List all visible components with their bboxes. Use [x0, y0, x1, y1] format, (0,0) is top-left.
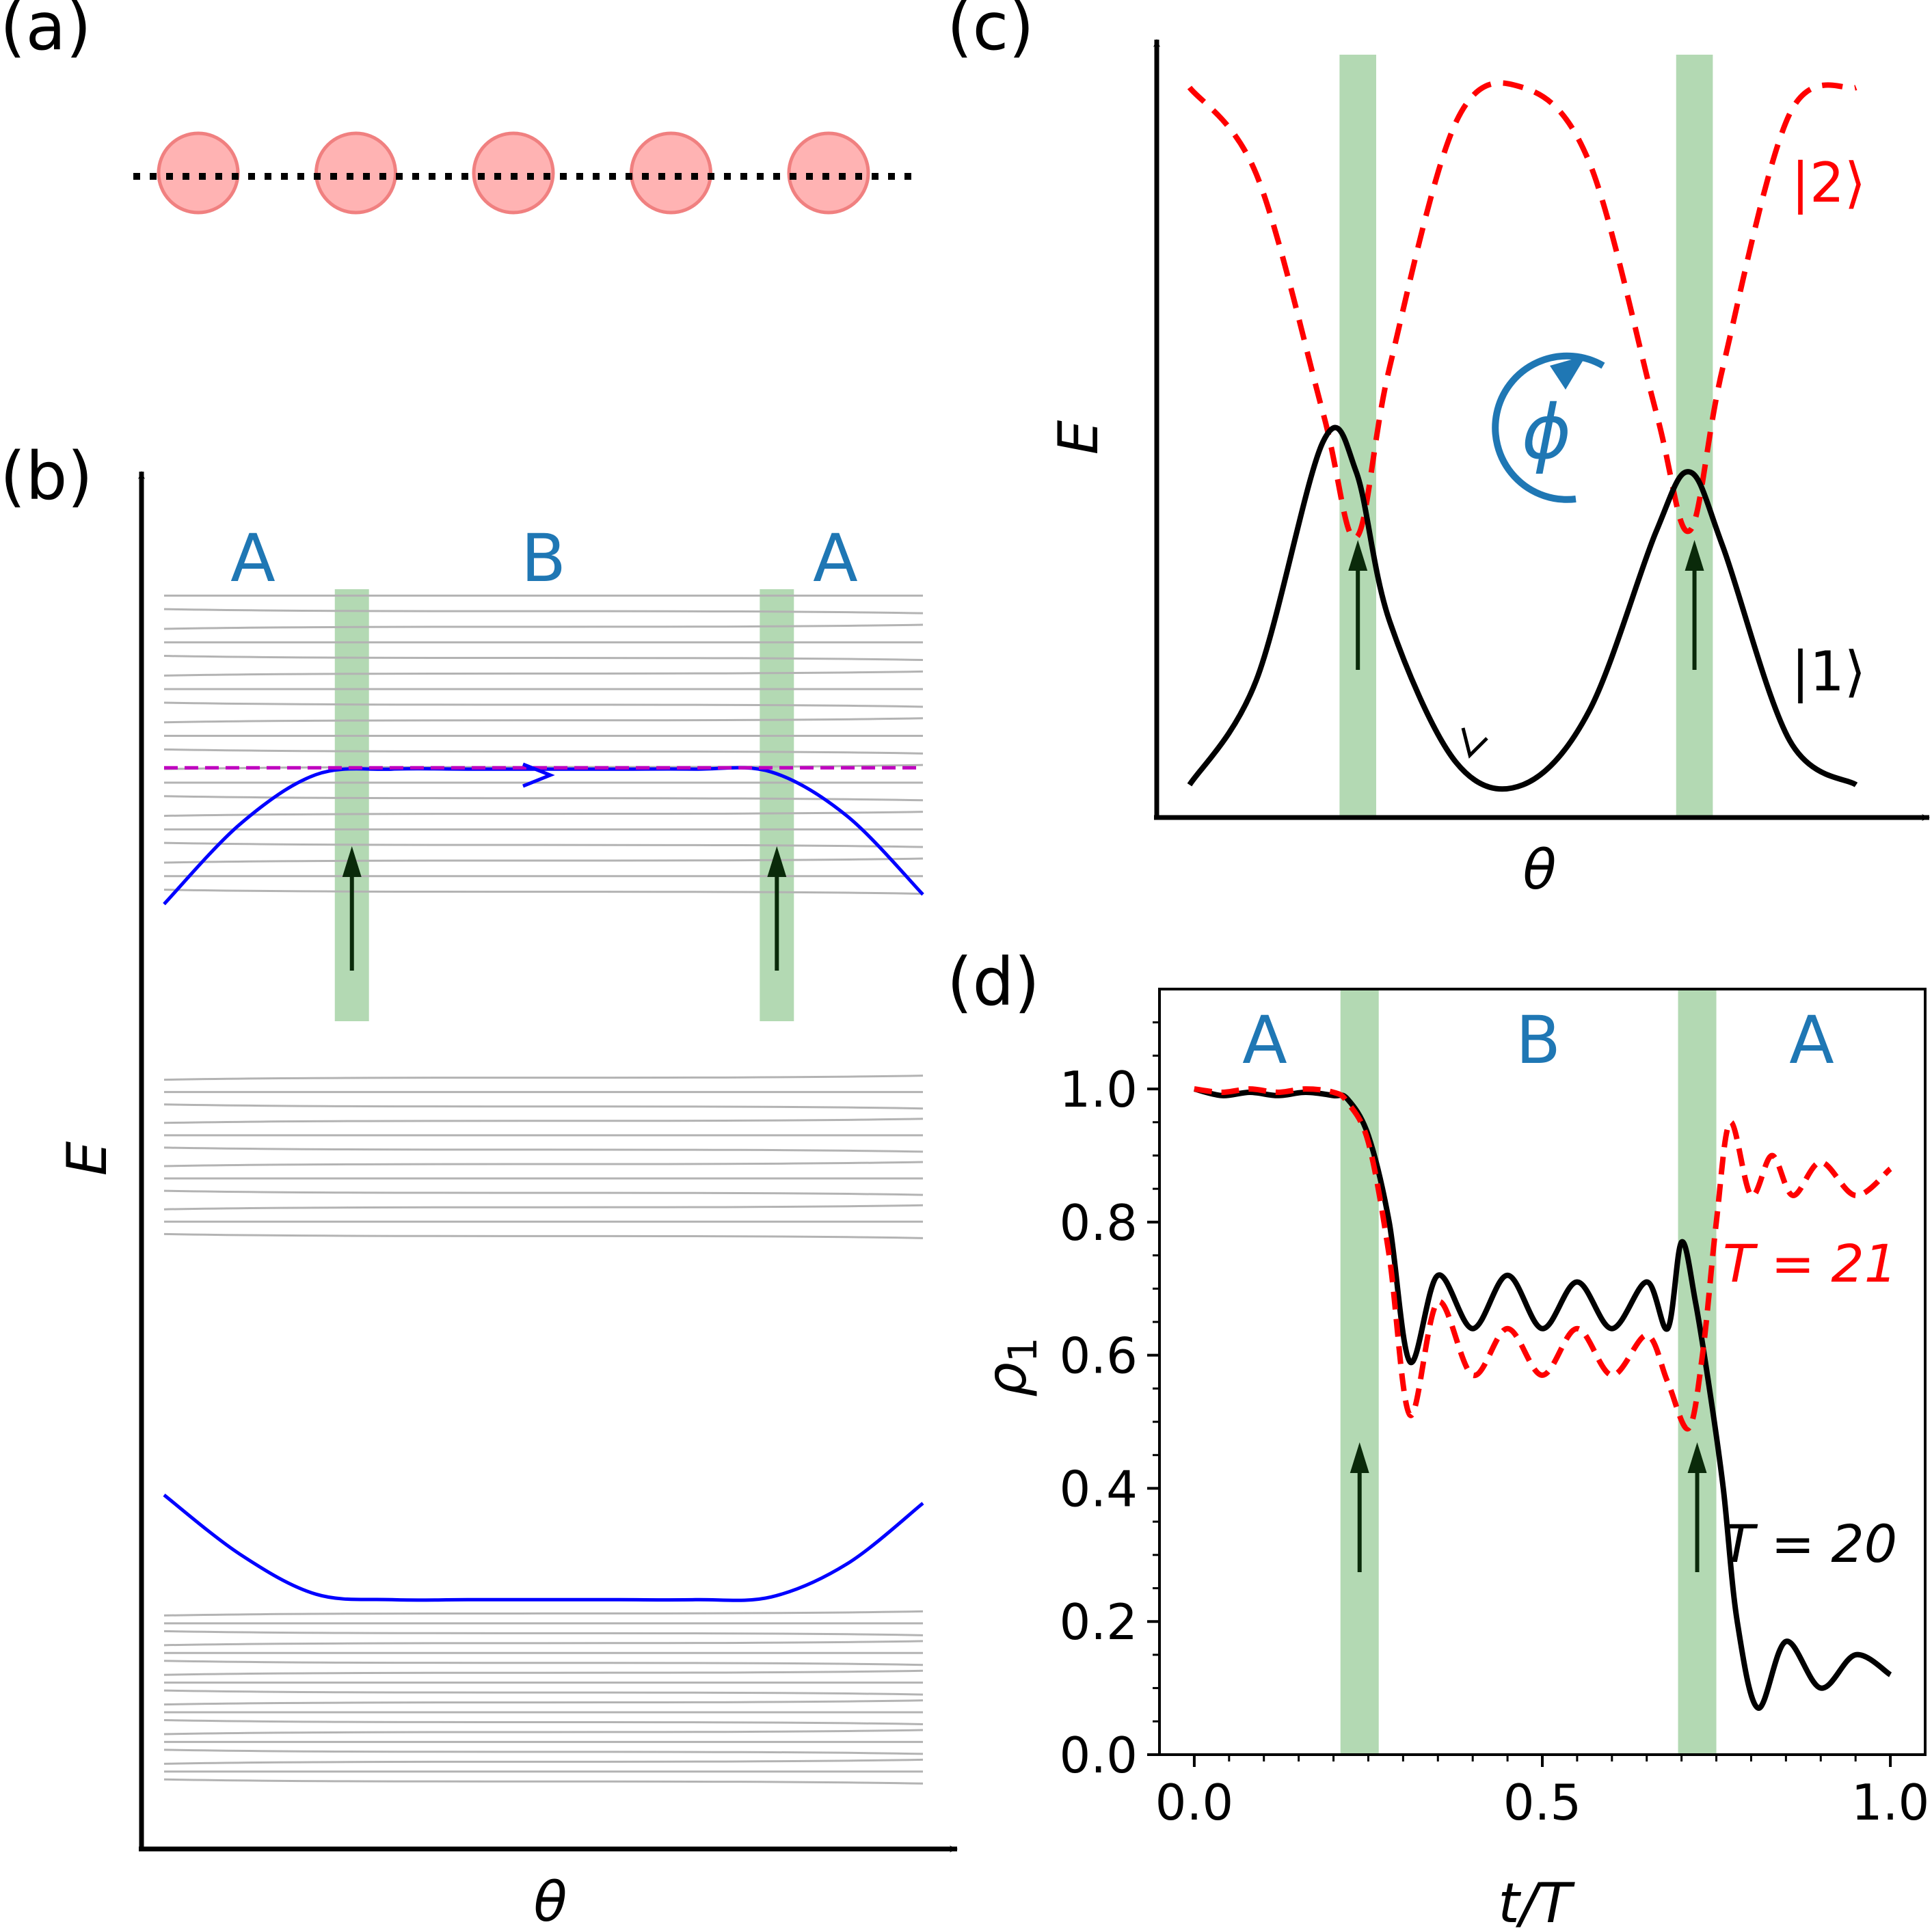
gray-level-1-6: [163, 811, 924, 818]
gray-level-3-13: [163, 1660, 924, 1666]
gray-level-1-10: [163, 748, 924, 755]
panel-d-ylabel-main: ρ: [975, 1362, 1038, 1397]
y-tick-label-1: 0.2: [1059, 1593, 1138, 1651]
panel-b: (b) E θ A B A: [0, 438, 958, 1931]
panel-c-xlabel: θ: [1523, 838, 1557, 902]
panel-d-shade-1: [1340, 989, 1379, 1755]
panel-c-arrows: [1348, 540, 1704, 759]
gray-level-2-9: [163, 1118, 924, 1124]
gray-level-3-4: [163, 1748, 924, 1755]
panel-b-region-b: B: [521, 520, 566, 597]
gray-level-3-7: [163, 1719, 924, 1725]
panel-b-region-a-left: A: [230, 520, 276, 597]
state-2-curve: [1187, 80, 1857, 541]
panel-d-region-b: B: [1516, 1002, 1561, 1079]
gray-level-3-16: [163, 1630, 924, 1636]
gray-level-2-4: [163, 1189, 924, 1196]
x-tick-label-0: 0.0: [1155, 1774, 1234, 1831]
gray-level-1-16: [163, 655, 924, 662]
panel-c-curves: [1187, 80, 1858, 792]
gray-level-1-1: [163, 889, 924, 895]
gray-level-2-3: [163, 1204, 924, 1211]
gray-level-3-6: [163, 1729, 924, 1736]
panel-d-region-a-left: A: [1242, 1002, 1287, 1079]
gray-level-3-15: [163, 1640, 924, 1647]
x-tick-label-1: 0.5: [1503, 1774, 1582, 1831]
panel-c-direction-chevron: [1461, 727, 1488, 759]
panel-d-arrows: [1350, 1442, 1707, 1572]
y-tick-label-0: 0.0: [1059, 1727, 1138, 1784]
gray-level-2-12: [163, 1075, 924, 1081]
panel-c-arrow-right: [1685, 540, 1704, 670]
panel-b-region-a-right: A: [813, 520, 858, 597]
panel-b-arrow-left: [342, 846, 362, 971]
panel-c-shade-2: [1676, 55, 1713, 818]
gray-level-1-13: [163, 701, 924, 708]
panel-d-region-a-right: A: [1789, 1002, 1834, 1079]
panel-b-direction-chevron: [522, 762, 555, 788]
panel-d-curves: [1193, 1086, 1892, 1711]
gray-level-3-10: [163, 1689, 924, 1696]
gray-level-2-1: [163, 1232, 924, 1239]
panel-b-arrows: [342, 762, 787, 971]
lower-blue-curve: [163, 1494, 924, 1602]
legend-t20: T = 20: [1723, 1513, 1897, 1574]
y-tick-label-2: 0.4: [1059, 1460, 1138, 1517]
panel-d-ticks: 0.0 0.2 0.4 0.6 0.8 1.0 0.0 0.5 1.0: [1059, 1021, 1930, 1831]
gray-level-1-19: [163, 608, 924, 615]
legend-t21: T = 21: [1723, 1233, 1897, 1294]
panel-b-ylabel: E: [55, 1141, 119, 1176]
panel-b-xlabel: θ: [534, 1870, 567, 1931]
phase-symbol: ϕ: [1522, 388, 1572, 476]
panel-d-arrow-left: [1350, 1442, 1369, 1572]
panel-a: (a): [0, 0, 920, 215]
panel-d-ylabel-sub: 1: [999, 1337, 1046, 1362]
y-tick-label-4: 0.8: [1059, 1194, 1138, 1252]
gray-level-1-4: [163, 841, 924, 848]
upper-blue-curve: [163, 766, 924, 906]
gray-level-1-7: [163, 795, 924, 802]
gray-level-3-18: [163, 1610, 924, 1617]
panel-d: (d) 0.0 0.2 0.4 0.6 0.8 1.0 0.0 0.5 1.0 ρ1 t/T A…: [947, 944, 1929, 1931]
panel-d-label: (d): [947, 944, 1040, 1021]
panel-d-frame: [1158, 988, 1927, 1756]
panel-d-ylabel: ρ1: [975, 1337, 1046, 1397]
gray-level-1-18: [163, 623, 924, 630]
panel-d-arrow-right: [1687, 1442, 1707, 1572]
panel-d-shade-2: [1678, 989, 1717, 1755]
gray-level-3-1: [163, 1778, 924, 1785]
panel-b-gray-levels: [163, 594, 924, 1785]
state-1-curve: [1187, 424, 1858, 792]
panel-b-arrow-right: [767, 846, 787, 971]
panel-c-label: (c): [947, 0, 1034, 65]
y-tick-label-5: 1.0: [1059, 1061, 1138, 1118]
panel-c-arrow-left: [1348, 540, 1368, 670]
gray-level-1-12: [163, 717, 924, 724]
gray-level-1-3: [163, 857, 924, 864]
series-t21-curve: [1194, 1086, 1892, 1432]
phase-rotation-icon: [1492, 352, 1605, 503]
gray-level-3-3: [163, 1758, 924, 1765]
gray-level-2-10: [163, 1103, 924, 1110]
panel-a-label: (a): [0, 0, 92, 65]
gray-level-2-7: [163, 1146, 924, 1153]
gray-level-3-9: [163, 1699, 924, 1706]
panel-b-blue-curves: [163, 766, 924, 1602]
gray-level-1-15: [163, 670, 924, 677]
panel-b-label: (b): [0, 438, 93, 515]
panel-b-shaded-regions: [334, 589, 794, 1021]
panel-c-ylabel: E: [1047, 420, 1110, 455]
gray-level-3-12: [163, 1669, 924, 1676]
panel-d-xlabel: t/T: [1498, 1872, 1575, 1931]
y-tick-label-3: 0.6: [1059, 1327, 1138, 1385]
panel-c: (c) E θ |2⟩ |1⟩ ϕ: [947, 0, 1930, 902]
state-1-label: |1⟩: [1791, 640, 1866, 704]
panel-d-shaded-regions: [1340, 989, 1717, 1755]
x-tick-label-2: 1.0: [1851, 1774, 1930, 1831]
gray-level-2-6: [163, 1161, 924, 1167]
state-2-label: |2⟩: [1791, 151, 1866, 215]
